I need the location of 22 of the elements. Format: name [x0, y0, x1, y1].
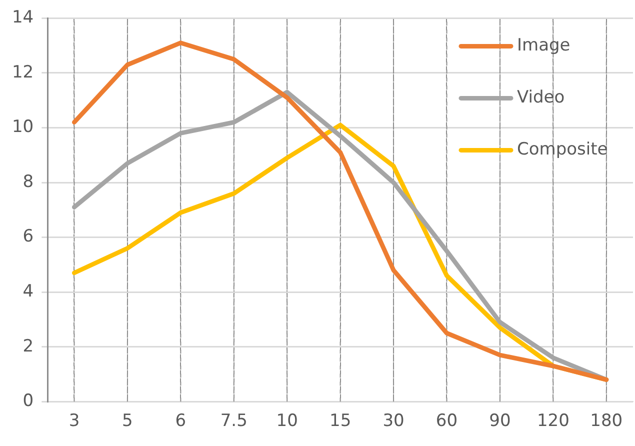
x-tick-label: 5 [122, 411, 133, 432]
y-tick-label: 8 [22, 172, 34, 192]
y-tick-label: 4 [22, 281, 34, 302]
x-tick-label: 3 [68, 411, 80, 432]
x-tick-label: 15 [329, 411, 352, 432]
legend-label: Composite [517, 140, 608, 160]
x-tick-label: 180 [590, 411, 623, 432]
x-tick-label: 90 [489, 411, 511, 432]
y-tick-label: 14 [12, 8, 34, 28]
y-tick-label: 10 [12, 117, 34, 138]
y-tick-label: 6 [22, 226, 34, 247]
x-tick-label: 10 [276, 411, 298, 432]
x-tick-label: 7.5 [220, 411, 248, 432]
x-tick-label: 30 [382, 411, 404, 432]
x-tick-label: 60 [436, 411, 458, 432]
legend-label: Video [517, 88, 565, 108]
x-tick-label: 6 [175, 411, 186, 432]
x-tick-label: 120 [536, 411, 570, 432]
y-tick-label: 2 [22, 336, 34, 356]
y-tick-label: 0 [22, 391, 34, 412]
y-tick-label: 12 [12, 62, 34, 82]
legend-label: Image [517, 36, 570, 56]
